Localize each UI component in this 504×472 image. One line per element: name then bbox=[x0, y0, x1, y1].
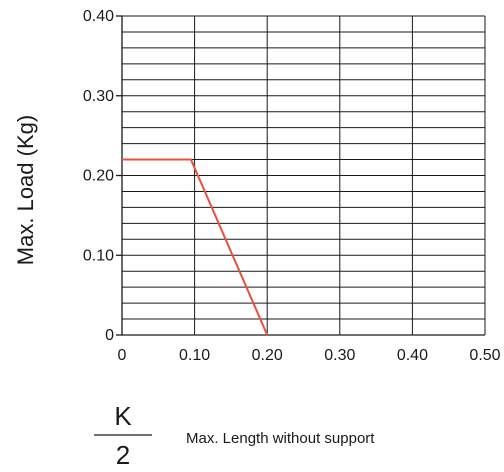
x-axis-label: Max. Length without support bbox=[186, 430, 375, 447]
tick-labels: 0 0.10 0.20 0.30 0.40 0 0.10 0.20 0.30 0.40 0.50 bbox=[83, 8, 501, 364]
x-tick-label: 0.50 bbox=[469, 347, 500, 364]
series-layer bbox=[122, 158, 269, 336]
y-tick-label: 0 bbox=[105, 327, 114, 344]
y-tick-label: 0.20 bbox=[83, 168, 114, 185]
y-axis-label: Max. Load (Kg) bbox=[13, 115, 38, 265]
x-tick-label: 0.20 bbox=[252, 347, 283, 364]
x-tick-label: 0.40 bbox=[397, 347, 428, 364]
y-tick-label: 0.10 bbox=[83, 247, 114, 264]
y-tick-label: 0.40 bbox=[83, 8, 114, 25]
x-fraction-denominator: 2 bbox=[116, 440, 130, 470]
series-line bbox=[122, 158, 269, 336]
y-tick-label: 0.30 bbox=[83, 88, 114, 105]
x-fraction-numerator: K bbox=[114, 401, 132, 431]
x-tick-label: 0.10 bbox=[179, 347, 210, 364]
x-tick-label: 0.30 bbox=[324, 347, 355, 364]
chart-grid bbox=[121, 15, 486, 336]
x-tick-label: 0 bbox=[118, 347, 127, 364]
